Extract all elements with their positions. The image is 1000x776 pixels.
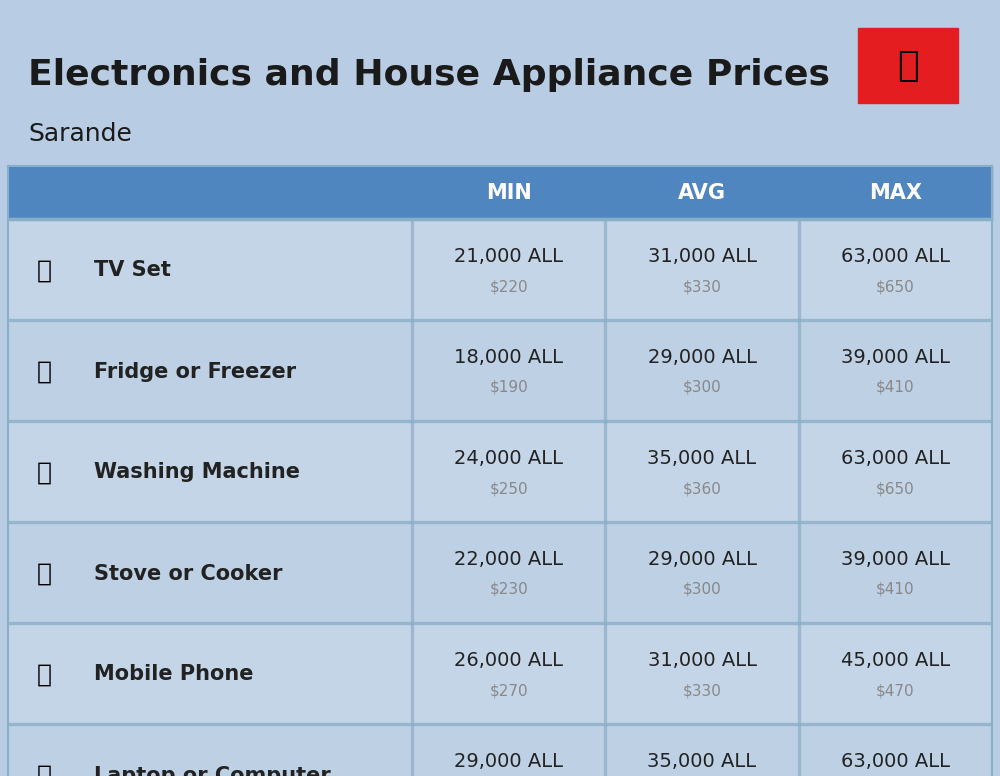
Bar bbox=[411, 523, 413, 624]
Bar bbox=[604, 422, 606, 523]
Bar bbox=[604, 624, 606, 725]
Bar bbox=[8, 523, 992, 624]
Text: $650: $650 bbox=[876, 481, 915, 496]
Bar bbox=[8, 723, 992, 725]
Bar bbox=[8, 166, 992, 776]
Bar bbox=[798, 422, 800, 523]
Text: Laptop or Computer: Laptop or Computer bbox=[94, 765, 331, 776]
Text: 29,000 ALL: 29,000 ALL bbox=[648, 550, 757, 569]
Text: TV Set: TV Set bbox=[94, 261, 171, 280]
Text: $410: $410 bbox=[876, 380, 915, 395]
Text: 45,000 ALL: 45,000 ALL bbox=[841, 651, 950, 670]
Text: 39,000 ALL: 39,000 ALL bbox=[841, 550, 950, 569]
Text: 💻: 💻 bbox=[36, 764, 52, 776]
Text: 29,000 ALL: 29,000 ALL bbox=[454, 752, 563, 771]
Text: 26,000 ALL: 26,000 ALL bbox=[454, 651, 563, 670]
Bar bbox=[798, 220, 800, 321]
Text: $650: $650 bbox=[876, 279, 915, 294]
Text: $470: $470 bbox=[876, 683, 915, 698]
Text: Sarande: Sarande bbox=[28, 122, 132, 146]
Text: $410: $410 bbox=[876, 582, 915, 597]
Bar bbox=[8, 218, 992, 220]
Text: 18,000 ALL: 18,000 ALL bbox=[454, 348, 563, 367]
Text: 31,000 ALL: 31,000 ALL bbox=[648, 247, 757, 266]
Bar bbox=[8, 521, 992, 523]
Text: 63,000 ALL: 63,000 ALL bbox=[841, 247, 950, 266]
Text: Electronics and House Appliance Prices: Electronics and House Appliance Prices bbox=[28, 58, 830, 92]
Text: 39,000 ALL: 39,000 ALL bbox=[841, 348, 950, 367]
Bar bbox=[8, 218, 992, 220]
Text: $360: $360 bbox=[683, 481, 721, 496]
Text: Stove or Cooker: Stove or Cooker bbox=[94, 563, 283, 584]
Text: 📺: 📺 bbox=[36, 258, 52, 282]
Text: $270: $270 bbox=[489, 683, 528, 698]
Text: Fridge or Freezer: Fridge or Freezer bbox=[94, 362, 296, 382]
Text: 35,000 ALL: 35,000 ALL bbox=[647, 752, 757, 771]
Bar bbox=[411, 725, 413, 776]
Bar bbox=[604, 220, 606, 321]
Text: MAX: MAX bbox=[869, 183, 922, 203]
Bar bbox=[798, 624, 800, 725]
Text: 22,000 ALL: 22,000 ALL bbox=[454, 550, 563, 569]
Text: $330: $330 bbox=[683, 279, 721, 294]
Text: 🧊: 🧊 bbox=[36, 359, 52, 383]
Bar bbox=[604, 321, 606, 422]
Text: $190: $190 bbox=[489, 380, 528, 395]
Text: $300: $300 bbox=[683, 380, 721, 395]
Text: 24,000 ALL: 24,000 ALL bbox=[454, 449, 563, 468]
Text: $250: $250 bbox=[489, 481, 528, 496]
Bar bbox=[8, 420, 992, 422]
Text: $220: $220 bbox=[489, 279, 528, 294]
Bar bbox=[411, 624, 413, 725]
Text: 🧺: 🧺 bbox=[36, 460, 52, 484]
Text: 31,000 ALL: 31,000 ALL bbox=[648, 651, 757, 670]
Bar bbox=[8, 166, 992, 220]
Text: $330: $330 bbox=[683, 683, 721, 698]
Bar bbox=[8, 622, 992, 624]
Text: MIN: MIN bbox=[486, 183, 532, 203]
Bar bbox=[8, 220, 992, 321]
Bar bbox=[411, 220, 413, 321]
Text: 29,000 ALL: 29,000 ALL bbox=[648, 348, 757, 367]
Text: Washing Machine: Washing Machine bbox=[94, 462, 300, 483]
Bar bbox=[604, 523, 606, 624]
Text: $230: $230 bbox=[489, 582, 528, 597]
Bar bbox=[604, 725, 606, 776]
Text: AVG: AVG bbox=[678, 183, 726, 203]
Bar bbox=[798, 523, 800, 624]
Text: 35,000 ALL: 35,000 ALL bbox=[647, 449, 757, 468]
Text: 🦅: 🦅 bbox=[897, 48, 919, 82]
Text: 63,000 ALL: 63,000 ALL bbox=[841, 449, 950, 468]
Bar bbox=[8, 319, 992, 321]
Bar bbox=[858, 28, 958, 103]
Text: 21,000 ALL: 21,000 ALL bbox=[454, 247, 563, 266]
Bar bbox=[411, 321, 413, 422]
Bar bbox=[798, 725, 800, 776]
Text: 63,000 ALL: 63,000 ALL bbox=[841, 752, 950, 771]
Bar bbox=[8, 321, 992, 422]
Text: Mobile Phone: Mobile Phone bbox=[94, 664, 254, 684]
Bar bbox=[411, 422, 413, 523]
Text: 📱: 📱 bbox=[36, 663, 52, 687]
Bar bbox=[798, 321, 800, 422]
Bar bbox=[8, 725, 992, 776]
Bar bbox=[8, 624, 992, 725]
Bar bbox=[8, 422, 992, 523]
Text: 🍳: 🍳 bbox=[36, 562, 52, 586]
Text: $300: $300 bbox=[683, 582, 721, 597]
